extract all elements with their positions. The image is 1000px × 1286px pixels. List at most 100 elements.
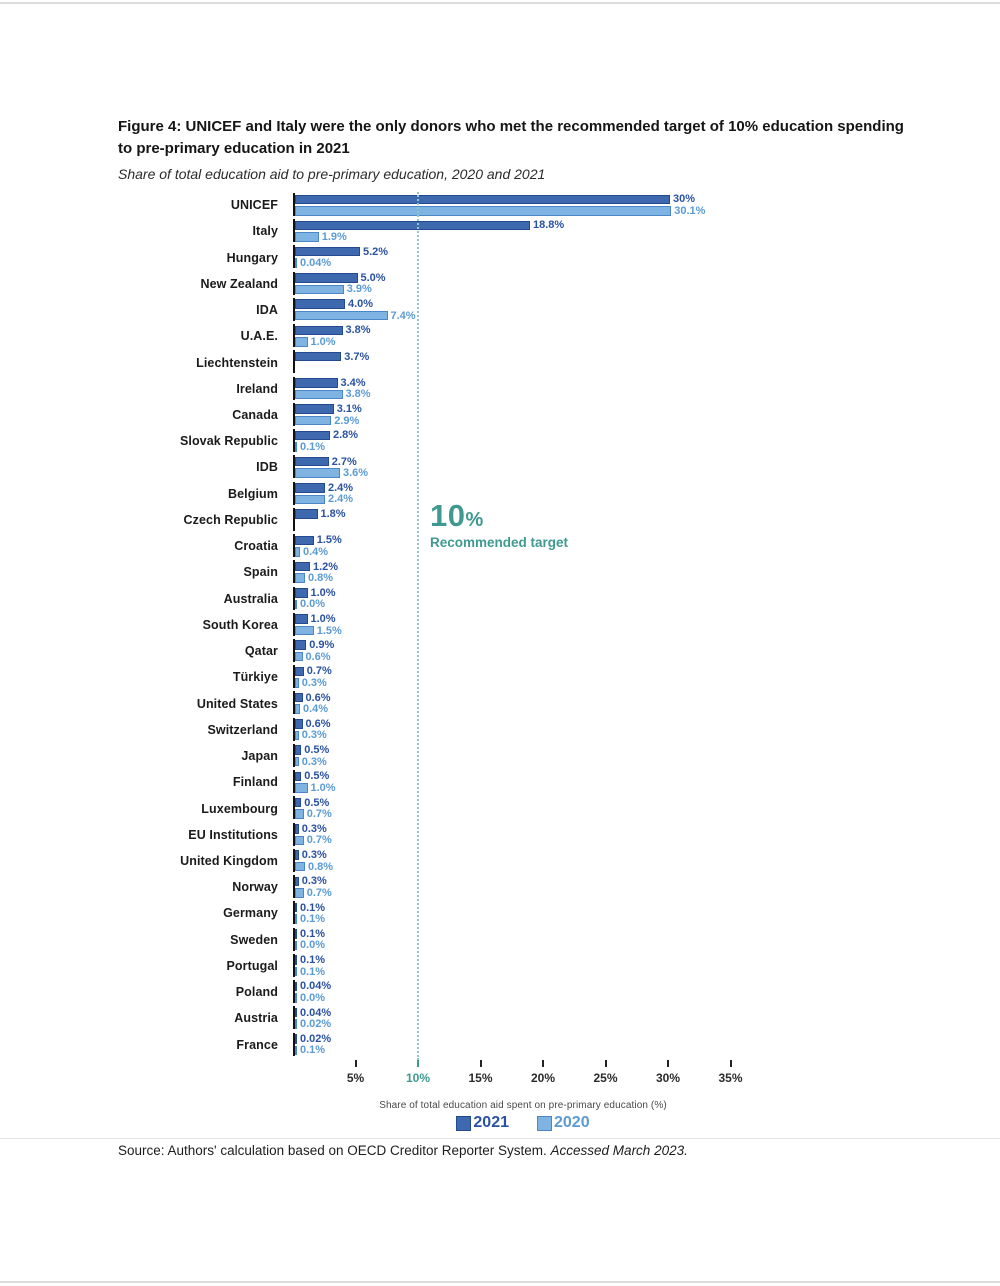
value-label-2021: 0.3% — [301, 875, 327, 888]
bar-2021 — [295, 220, 530, 231]
y-axis-segment — [293, 271, 295, 295]
bar-group: 30% 30.1% — [293, 192, 1000, 218]
value-label-2021: 4.0% — [348, 298, 374, 311]
value-label-2020: 0.3% — [301, 755, 327, 768]
bar-group: 1.2% 0.8% — [293, 559, 1000, 585]
bar-2021 — [295, 955, 297, 965]
bar-row: Poland 0.04% 0.0% — [0, 979, 1000, 1005]
axis-tick — [542, 1060, 544, 1067]
y-axis-segment — [293, 1006, 295, 1030]
series-line-2020: 1.5% — [295, 625, 342, 637]
bar-2020 — [295, 730, 299, 741]
series-line-2020: 3.8% — [295, 388, 371, 400]
country-label: Czech Republic — [183, 512, 278, 527]
value-label-2020: 0.1% — [300, 913, 326, 926]
value-label-2021: 3.7% — [344, 350, 370, 363]
bar-row: Slovak Republic 2.8% 0.1% — [0, 428, 1000, 454]
bar-row: Japan 0.5% 0.3% — [0, 743, 1000, 769]
y-axis-segment — [293, 455, 295, 479]
value-label-2020: 0.1% — [300, 965, 326, 978]
chart-rows: UNICEF 30% 30.1% Italy 18.8% 1.9% Hungary 5.2% 0… — [0, 192, 1000, 1058]
axis-tick — [479, 1060, 482, 1067]
series-line-2021: 2.4% — [295, 482, 353, 494]
bar-2020 — [295, 573, 305, 583]
bar-2021 — [295, 797, 302, 808]
series-line-2020: 0.02% — [295, 1018, 331, 1030]
bar-2020 — [295, 651, 303, 662]
bar-row: Luxembourg 0.5% 0.7% — [0, 795, 1000, 821]
bar-row: Switzerland 0.6% 0.3% — [0, 717, 1000, 743]
bar-2021 — [295, 273, 358, 283]
country-label: United Kingdom — [180, 853, 278, 868]
y-axis-segment — [293, 586, 295, 610]
bar-2021 — [295, 719, 303, 729]
bar-row: Germany 0.1% 0.1% — [0, 900, 1000, 926]
bar-group: 1.0% 0.0% — [293, 586, 1000, 612]
bar-2021 — [295, 666, 304, 677]
bar-row: New Zealand 5.0% 3.9% — [0, 271, 1000, 297]
axis-tick-label: 30% — [655, 1071, 681, 1085]
bar-row: IDB 2.7% 3.6% — [0, 454, 1000, 480]
series-line-2020: 0.8% — [295, 572, 333, 584]
bar-group: 0.3% 0.7% — [293, 822, 1000, 848]
y-axis-segment — [293, 980, 295, 1004]
bar-row: Portugal 0.1% 0.1% — [0, 953, 1000, 979]
bar-2020 — [295, 625, 314, 636]
series-line-2020: 0.1% — [295, 966, 325, 978]
country-label: South Korea — [202, 617, 278, 632]
legend-swatch-2020 — [537, 1115, 552, 1131]
bar-2020 — [295, 468, 340, 478]
bar-group: 3.4% 3.8% — [293, 376, 1000, 402]
value-label-2020: 0.0% — [300, 598, 326, 611]
bar-row: Liechtenstein 3.7% — [0, 349, 1000, 375]
bar-2020 — [295, 1045, 297, 1055]
figure-subtitle: Share of total education aid to pre-prim… — [118, 166, 546, 182]
series-line-2021: 0.5% — [295, 797, 329, 809]
target-threshold-line — [417, 192, 419, 1060]
series-line-2021: 1.0% — [295, 587, 336, 599]
value-label-2020: 0.1% — [300, 1044, 326, 1057]
bar-2020 — [295, 966, 297, 977]
bar-2020 — [295, 310, 388, 321]
series-line-2020: 2.9% — [295, 415, 359, 427]
y-axis-segment — [293, 953, 295, 977]
y-axis-segment — [293, 429, 295, 453]
value-label-2020: 1.9% — [321, 230, 347, 243]
bar-group: 0.5% 0.7% — [293, 795, 1000, 821]
legend-label-2021: 2021 — [473, 1114, 509, 1131]
value-label-2020: 0.6% — [305, 650, 331, 663]
bar-group: 0.02% 0.1% — [293, 1032, 1000, 1058]
series-line-2020: 0.7% — [295, 887, 332, 899]
legend-item-2020: 2020 — [537, 1114, 590, 1132]
bar-2021 — [295, 614, 308, 624]
value-label-2021: 1.0% — [310, 613, 336, 625]
series-line-2020: 30.1% — [295, 205, 705, 217]
value-label-2020: 0.4% — [303, 703, 329, 716]
legend-swatch-2021 — [456, 1115, 472, 1131]
bar-2021 — [295, 430, 330, 441]
bar-2020 — [295, 783, 308, 793]
bar-row: U.A.E. 3.8% 1.0% — [0, 323, 1000, 349]
value-label-2021: 1.0% — [310, 586, 336, 599]
scan-artifact-top — [0, 2, 1000, 4]
y-axis-segment — [293, 245, 295, 269]
bar-2020 — [295, 704, 300, 714]
y-axis-segment — [293, 691, 295, 715]
bar-group: 5.0% 3.9% — [293, 271, 1000, 297]
bar-2021 — [295, 246, 360, 257]
country-label: Croatia — [234, 539, 278, 554]
bar-row: Sweden 0.1% 0.0% — [0, 927, 1000, 953]
series-line-2020: 0.0% — [295, 939, 325, 951]
series-line-2020: 0.7% — [295, 808, 332, 820]
series-line-2021: 5.2% — [295, 246, 388, 258]
bar-2021 — [295, 404, 334, 414]
country-label: Türkiye — [232, 670, 278, 685]
bar-2020 — [295, 940, 297, 951]
value-label-2020: 3.9% — [346, 283, 372, 296]
y-axis-segment — [293, 796, 295, 820]
bar-2021 — [295, 194, 670, 204]
bar-row: United Kingdom 0.3% 0.8% — [0, 848, 1000, 874]
value-label-2021: 18.8% — [533, 219, 565, 232]
country-label: United States — [196, 696, 278, 711]
y-axis-segment — [293, 665, 295, 689]
